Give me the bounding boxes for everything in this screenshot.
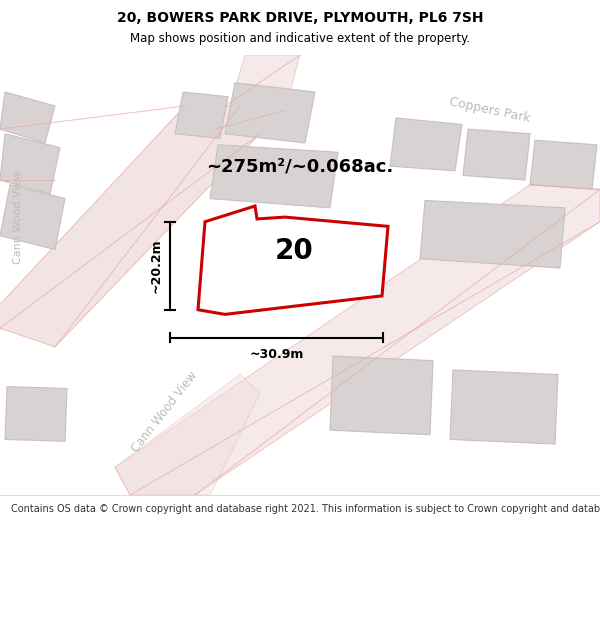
- Text: 20: 20: [275, 238, 314, 265]
- Polygon shape: [530, 140, 597, 189]
- Text: Coppers Park: Coppers Park: [448, 96, 532, 126]
- Polygon shape: [390, 118, 462, 171]
- Polygon shape: [115, 374, 260, 495]
- Polygon shape: [115, 184, 600, 495]
- Polygon shape: [0, 134, 60, 194]
- Text: ~30.9m: ~30.9m: [250, 348, 304, 361]
- Polygon shape: [0, 184, 65, 249]
- Text: ~275m²/~0.068ac.: ~275m²/~0.068ac.: [206, 157, 394, 175]
- Polygon shape: [175, 92, 228, 138]
- Text: Cann Wood View: Cann Wood View: [130, 369, 200, 454]
- Polygon shape: [0, 92, 55, 143]
- Polygon shape: [0, 106, 260, 347]
- Polygon shape: [198, 206, 388, 314]
- Text: Contains OS data © Crown copyright and database right 2021. This information is : Contains OS data © Crown copyright and d…: [11, 504, 600, 514]
- Polygon shape: [420, 201, 565, 268]
- Polygon shape: [230, 55, 300, 111]
- Polygon shape: [463, 129, 530, 180]
- Text: ~20.2m: ~20.2m: [149, 238, 163, 293]
- Polygon shape: [5, 387, 67, 441]
- Polygon shape: [330, 356, 433, 435]
- Polygon shape: [450, 370, 558, 444]
- Text: Cann Wood View: Cann Wood View: [13, 171, 23, 264]
- Text: Map shows position and indicative extent of the property.: Map shows position and indicative extent…: [130, 32, 470, 45]
- Polygon shape: [210, 145, 338, 208]
- Polygon shape: [225, 82, 315, 143]
- Text: 20, BOWERS PARK DRIVE, PLYMOUTH, PL6 7SH: 20, BOWERS PARK DRIVE, PLYMOUTH, PL6 7SH: [117, 11, 483, 25]
